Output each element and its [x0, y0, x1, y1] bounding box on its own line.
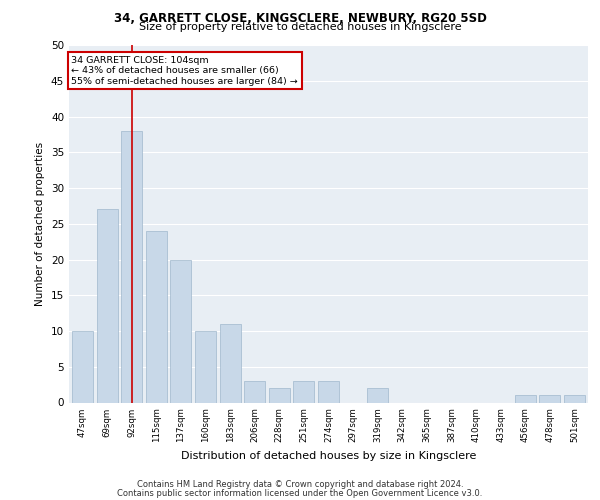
Bar — [269, 388, 290, 402]
Bar — [293, 381, 314, 402]
Bar — [367, 388, 388, 402]
Bar — [121, 131, 142, 402]
Y-axis label: Number of detached properties: Number of detached properties — [35, 142, 46, 306]
Text: 34 GARRETT CLOSE: 104sqm
← 43% of detached houses are smaller (66)
55% of semi-d: 34 GARRETT CLOSE: 104sqm ← 43% of detach… — [71, 56, 298, 86]
Text: 34, GARRETT CLOSE, KINGSCLERE, NEWBURY, RG20 5SD: 34, GARRETT CLOSE, KINGSCLERE, NEWBURY, … — [113, 12, 487, 26]
Bar — [97, 210, 118, 402]
Bar — [515, 396, 536, 402]
Bar — [146, 231, 167, 402]
Text: Size of property relative to detached houses in Kingsclere: Size of property relative to detached ho… — [139, 22, 461, 32]
Bar — [564, 396, 585, 402]
Bar — [220, 324, 241, 402]
Bar — [318, 381, 339, 402]
Bar — [244, 381, 265, 402]
Bar — [170, 260, 191, 402]
X-axis label: Distribution of detached houses by size in Kingsclere: Distribution of detached houses by size … — [181, 450, 476, 460]
Bar — [195, 331, 216, 402]
Text: Contains HM Land Registry data © Crown copyright and database right 2024.: Contains HM Land Registry data © Crown c… — [137, 480, 463, 489]
Text: Contains public sector information licensed under the Open Government Licence v3: Contains public sector information licen… — [118, 488, 482, 498]
Bar — [539, 396, 560, 402]
Bar — [72, 331, 93, 402]
